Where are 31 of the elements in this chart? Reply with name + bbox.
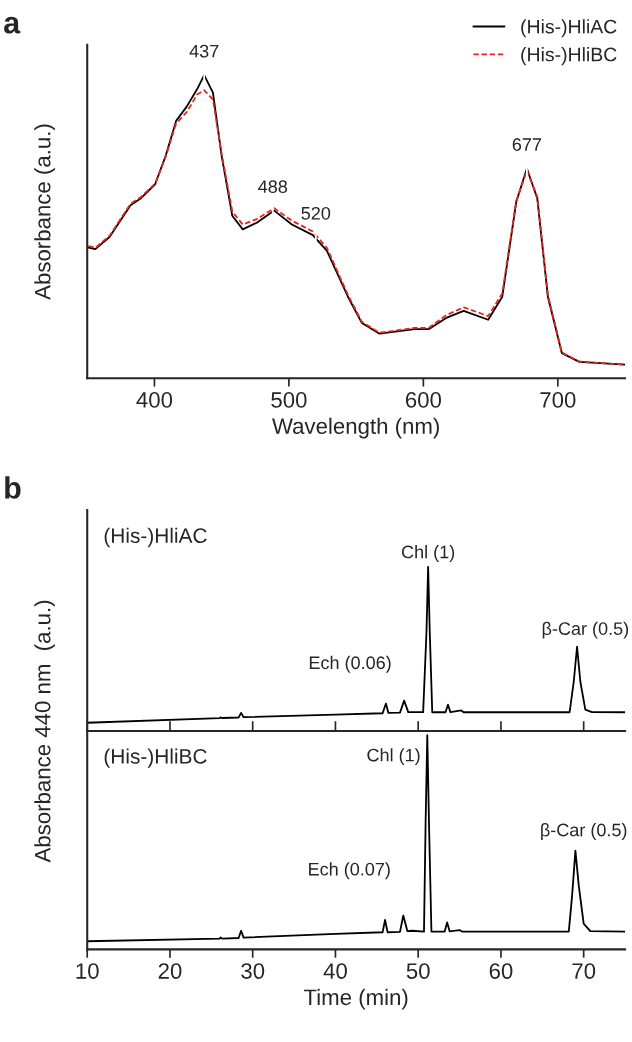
annotation: 437 xyxy=(189,44,219,58)
annotation: 677 xyxy=(512,138,542,151)
x-tick-label: 400 xyxy=(136,392,173,408)
y-axis-title: Absorbance 440 nm (a.u.) xyxy=(34,600,55,863)
annotation: 488 xyxy=(258,180,288,194)
chart-title: b xyxy=(5,476,21,499)
x-tick-label: 20 xyxy=(158,963,182,979)
legend-label: (His-)HliBC xyxy=(521,47,617,66)
x-tick-label: 70 xyxy=(572,963,596,979)
text: (His-)HliAC xyxy=(104,527,207,548)
x-tick-label: 40 xyxy=(323,963,347,979)
annotation: 520 xyxy=(301,206,331,220)
annotation: β-Car (0.5) xyxy=(541,823,627,840)
x-tick-label: 10 xyxy=(76,963,99,979)
chart-title: a xyxy=(4,16,21,34)
annotation: Chl (1) xyxy=(367,748,420,766)
x-tick-label: 600 xyxy=(405,392,442,408)
x-tick-label: 30 xyxy=(241,963,265,979)
annotation: Chl (1) xyxy=(401,545,455,562)
annotation: Ech (0.06) xyxy=(309,655,391,673)
x-tick-label: 700 xyxy=(540,392,576,408)
x-axis-title: Time (min) xyxy=(303,988,408,1010)
annotation: (His-)HliBC xyxy=(104,748,207,768)
annotation: Ech (0.07) xyxy=(309,862,390,880)
x-axis-title: Wavelength (nm) xyxy=(272,417,439,439)
x-tick-label: 60 xyxy=(489,963,513,979)
x-tick-label: 500 xyxy=(271,392,307,408)
y-axis-title: Absorbance (a.u.) xyxy=(34,124,55,300)
x-tick-label: 50 xyxy=(406,963,430,979)
annotation: β-Car (0.5) xyxy=(542,621,629,639)
legend-label: (His-)HliAC xyxy=(521,19,617,38)
